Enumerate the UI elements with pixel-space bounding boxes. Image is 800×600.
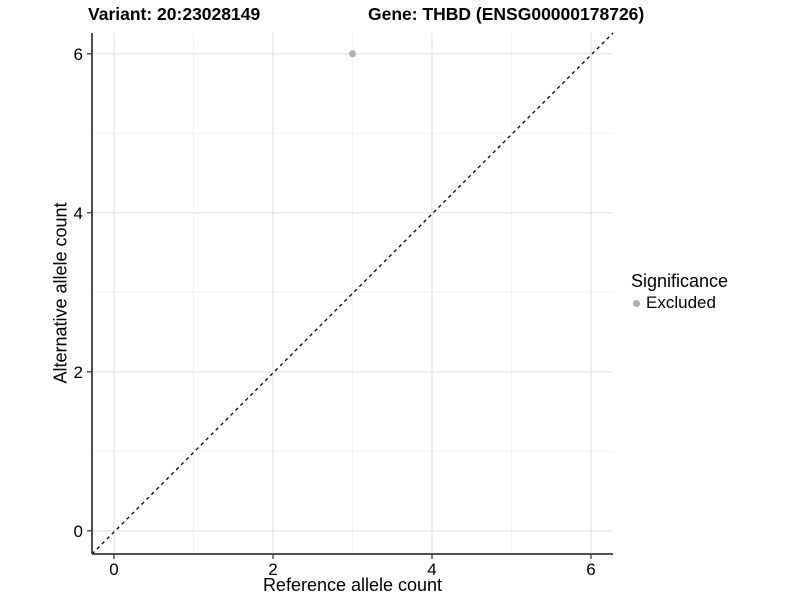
y-axis-title: Alternative allele count [50,202,71,384]
y-tick-label: 2 [74,363,83,382]
x-tick-label: 6 [586,560,595,579]
legend-title: Significance [631,271,729,291]
plot-title-gene: Gene: THBD (ENSG00000178726) [368,4,645,24]
y-tick-label: 0 [74,522,83,541]
y-tick-label: 4 [74,204,83,223]
legend-item-label: Excluded [646,293,716,312]
x-tick-label: 4 [427,560,436,579]
plot-title-variant: Variant: 20:23028149 [88,4,261,24]
y-tick-label: 6 [74,45,83,64]
x-axis-title: Reference allele count [262,575,443,595]
x-tick-label: 2 [268,560,277,579]
legend-key [629,295,644,312]
legend: Significance Excluded [627,271,728,313]
data-point-excluded [349,50,356,58]
excluded-point-icon [633,299,640,307]
legend-item-excluded: Excluded [627,293,728,313]
x-tick-label: 0 [109,560,118,579]
